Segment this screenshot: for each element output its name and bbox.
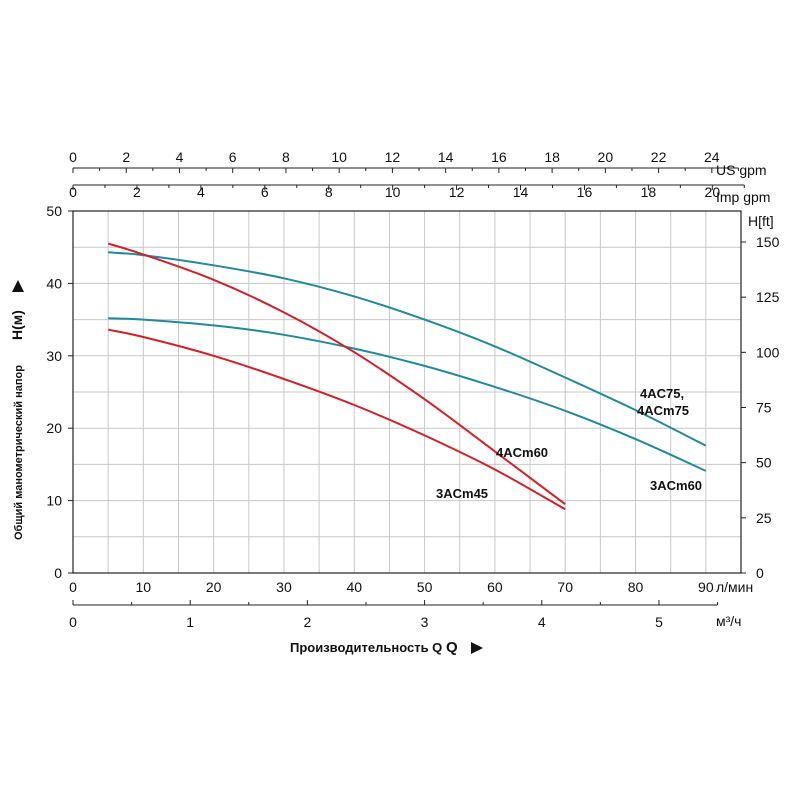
series-line-3acm45 — [107, 328, 566, 511]
imp-gpm-tick-label: 12 — [449, 184, 465, 200]
x-axis-arrow-icon — [471, 642, 483, 654]
imp-gpm-tick-label: 20 — [705, 184, 721, 200]
y-axis-unit: H(м) — [9, 310, 25, 340]
x-tick-label-lmin: 50 — [417, 579, 433, 595]
m3h-tick-label: 3 — [421, 614, 429, 630]
y-tick-label-m: 40 — [46, 275, 62, 291]
curve-label-3acm60: 3ACm60 — [650, 478, 702, 493]
us-gpm-tick-label: 24 — [704, 149, 720, 165]
imp-gpm-tick-label: 10 — [385, 184, 401, 200]
x-tick-label-lmin: 80 — [628, 579, 644, 595]
imp-gpm-unit: Imp gpm — [716, 189, 770, 205]
series-line-4ac75-4acm75 — [108, 251, 707, 447]
m3h-tick-label: 0 — [69, 614, 77, 630]
y-axis-arrow-icon — [12, 280, 24, 292]
m3h-tick-label: 4 — [538, 614, 546, 630]
imp-gpm-tick-label: 0 — [69, 184, 77, 200]
x-tick-label-lmin: 20 — [206, 579, 222, 595]
x-tick-label-lmin: 70 — [557, 579, 573, 595]
y-axis-title: Общий манометрический напор — [13, 365, 25, 540]
grid — [73, 211, 741, 573]
y-tick-label-m: 20 — [46, 420, 62, 436]
curve-label-4ac75: 4AC75, — [640, 386, 684, 401]
y-tick-label-m: 30 — [46, 348, 62, 364]
x-tick-label-lmin: 30 — [276, 579, 292, 595]
m3h-tick-label: 2 — [303, 614, 311, 630]
imp-gpm-tick-label: 2 — [133, 184, 141, 200]
us-gpm-tick-label: 6 — [229, 149, 237, 165]
y-tick-label-ft: 25 — [756, 510, 772, 526]
us-gpm-unit: US gpm — [716, 162, 767, 178]
us-gpm-tick-label: 10 — [331, 149, 347, 165]
imp-gpm-tick-label: 4 — [197, 184, 205, 200]
curve-label-4acm75: 4ACm75 — [637, 403, 689, 418]
x-tick-label-lmin: 60 — [487, 579, 503, 595]
us-gpm-tick-label: 18 — [544, 149, 560, 165]
x-tick-label-lmin: 10 — [136, 579, 152, 595]
us-gpm-tick-label: 4 — [176, 149, 184, 165]
imp-gpm-tick-label: 18 — [641, 184, 657, 200]
right-axis-label: H[ft] — [748, 213, 774, 229]
x-axis-symbol: Q — [446, 639, 458, 656]
us-gpm-tick-label: 0 — [69, 149, 77, 165]
y-tick-label-ft: 50 — [756, 455, 772, 471]
y-tick-label-ft: 75 — [756, 399, 772, 415]
x-axis-title: Производительность Q — [290, 640, 442, 655]
m3h-unit: м³/ч — [716, 613, 741, 629]
imp-gpm-tick-label: 8 — [325, 184, 333, 200]
us-gpm-tick-label: 14 — [438, 149, 454, 165]
us-gpm-tick-label: 20 — [598, 149, 614, 165]
lmin-unit: л/мин — [716, 579, 753, 595]
y-tick-label-ft: 100 — [756, 344, 780, 360]
imp-gpm-tick-label: 16 — [577, 184, 593, 200]
us-gpm-tick-label: 22 — [651, 149, 667, 165]
y-tick-label-m: 50 — [46, 203, 62, 219]
m3h-tick-label: 1 — [186, 614, 194, 630]
m3h-tick-label: 5 — [655, 614, 663, 630]
series — [107, 242, 707, 511]
x-tick-label-lmin: 0 — [69, 579, 77, 595]
us-gpm-tick-label: 8 — [282, 149, 290, 165]
x-tick-label-lmin: 40 — [346, 579, 362, 595]
us-gpm-tick-label: 12 — [385, 149, 401, 165]
y-tick-label-m: 10 — [46, 493, 62, 509]
imp-gpm-tick-label: 14 — [513, 184, 529, 200]
y-tick-label-ft: 0 — [756, 565, 764, 581]
series-line-3acm60 — [108, 317, 707, 472]
y-tick-label-ft: 150 — [756, 234, 780, 250]
y-tick-label-m: 0 — [54, 565, 62, 581]
us-gpm-tick-label: 16 — [491, 149, 507, 165]
plot-frame — [72, 210, 742, 574]
x-tick-label-lmin: 90 — [698, 579, 714, 595]
y-tick-label-ft: 125 — [756, 289, 780, 305]
series-line-4acm60 — [107, 242, 566, 505]
curve-label-4acm60: 4ACm60 — [496, 445, 548, 460]
imp-gpm-tick-label: 6 — [261, 184, 269, 200]
curve-label-3acm45: 3ACm45 — [436, 486, 488, 501]
us-gpm-tick-label: 2 — [122, 149, 130, 165]
